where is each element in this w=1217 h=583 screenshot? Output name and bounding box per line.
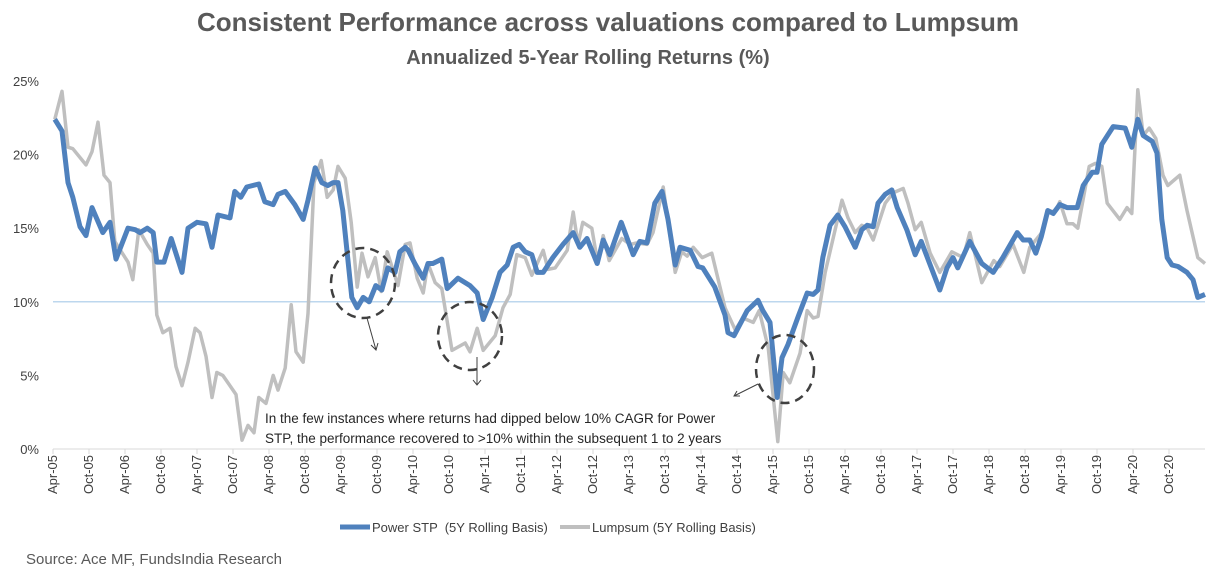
x-tick-label: Apr-20	[1125, 455, 1140, 494]
x-tick-label: Oct-05	[81, 455, 96, 494]
legend-label-power-stp: Power STP (5Y Rolling Basis)	[372, 520, 548, 535]
chart-title: Consistent Performance across valuations…	[197, 7, 1019, 37]
x-tick-label: Oct-20	[1161, 455, 1176, 494]
x-tick-label: Apr-19	[1053, 455, 1068, 494]
x-tick-label: Apr-14	[693, 455, 708, 494]
x-tick-label: Apr-06	[117, 455, 132, 494]
x-tick-label: Apr-11	[477, 455, 492, 493]
y-tick-label: 0%	[20, 442, 39, 457]
x-tick-label: Apr-18	[981, 455, 996, 494]
dip-highlight-circle-2009	[329, 246, 397, 320]
chart-subtitle: Annualized 5-Year Rolling Returns (%)	[406, 47, 769, 69]
x-tick-label: Apr-09	[333, 455, 348, 494]
series-line-power-stp	[52, 116, 1206, 400]
legend-label-lumpsum: Lumpsum (5Y Rolling Basis)	[592, 520, 756, 535]
x-tick-label: Oct-18	[1017, 455, 1032, 494]
y-tick-label: 15%	[13, 221, 39, 236]
x-tick-label: Apr-13	[621, 455, 636, 494]
x-tick-label: Oct-14	[729, 455, 744, 494]
y-tick-label: 20%	[13, 148, 39, 163]
x-tick-label: Apr-12	[549, 455, 564, 494]
x-tick-label: Apr-05	[45, 455, 60, 494]
x-tick-label: Oct-07	[225, 455, 240, 494]
x-tick-label: Oct-09	[369, 455, 384, 494]
x-tick-label: Apr-07	[189, 455, 204, 494]
x-tick-label: Oct-08	[297, 455, 312, 494]
x-tick-label: Apr-10	[405, 455, 420, 494]
y-tick-label: 25%	[13, 74, 39, 89]
x-tick-label: Oct-19	[1089, 455, 1104, 494]
x-tick-label: Oct-11	[513, 455, 528, 493]
x-tick-label: Oct-15	[801, 455, 816, 494]
source-note: Source: Ace MF, FundsIndia Research	[26, 551, 282, 568]
x-tick-label: Apr-17	[909, 455, 924, 494]
x-tick-label: Apr-15	[765, 455, 780, 494]
x-tick-label: Oct-16	[873, 455, 888, 494]
x-tick-label: Oct-06	[153, 455, 168, 494]
y-tick-label: 5%	[20, 368, 39, 383]
dip-highlight-circle-2015	[754, 333, 816, 405]
arrow-icon	[472, 357, 482, 386]
y-tick-label: 10%	[13, 295, 39, 310]
arrow-icon	[366, 317, 379, 351]
dip-highlight-circle-2011	[436, 300, 504, 372]
x-tick-label: Apr-16	[837, 455, 852, 494]
annotation-line-1: In the few instances where returns had d…	[265, 411, 716, 426]
arrow-icon	[733, 383, 759, 397]
annotation-line-2: STP, the performance recovered to >10% w…	[265, 431, 722, 446]
series-line-lumpsum	[53, 88, 1207, 444]
x-tick-label: Oct-10	[441, 455, 456, 494]
x-tick-label: Oct-17	[945, 455, 960, 494]
x-tick-label: Oct-12	[585, 455, 600, 494]
legend: Power STP (5Y Rolling Basis) Lumpsum (5Y…	[340, 520, 756, 535]
x-tick-label: Apr-08	[261, 455, 276, 494]
x-tick-label: Oct-13	[657, 455, 672, 494]
